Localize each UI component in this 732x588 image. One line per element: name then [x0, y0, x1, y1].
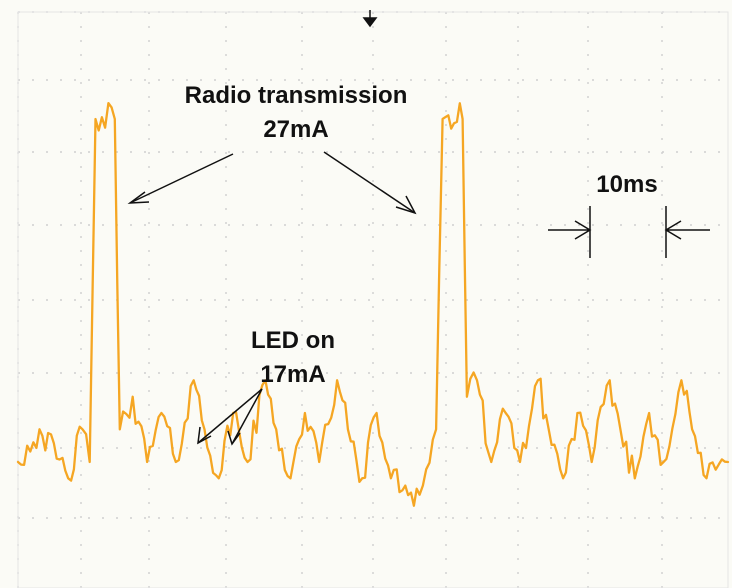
radio-arrow-left-head: [127, 191, 150, 204]
led-current-label: 17mA: [260, 361, 325, 388]
led-arrow-right: [231, 388, 263, 445]
annotation-arrows: [127, 151, 710, 446]
led-arrow-left-head: [197, 426, 212, 445]
plot-border: [17, 11, 729, 588]
trigger-marker: [362, 10, 378, 28]
radio-arrow-left: [129, 153, 234, 204]
radio-current-label: 27mA: [263, 116, 328, 143]
radio-arrow-right-head: [395, 195, 417, 215]
radio-arrow-right: [323, 151, 416, 214]
signal-trace: [16, 101, 730, 507]
time-scale-marker-right: [664, 206, 710, 258]
grid: [17, 11, 729, 588]
time-scale-label: 10ms: [596, 171, 657, 198]
led-arrow-left: [197, 388, 263, 444]
led-on-label: LED on: [251, 327, 335, 354]
led-arrow-right-head: [227, 430, 241, 446]
radio-transmission-label: Radio transmission: [185, 82, 408, 109]
time-scale-marker-left: [548, 206, 592, 258]
